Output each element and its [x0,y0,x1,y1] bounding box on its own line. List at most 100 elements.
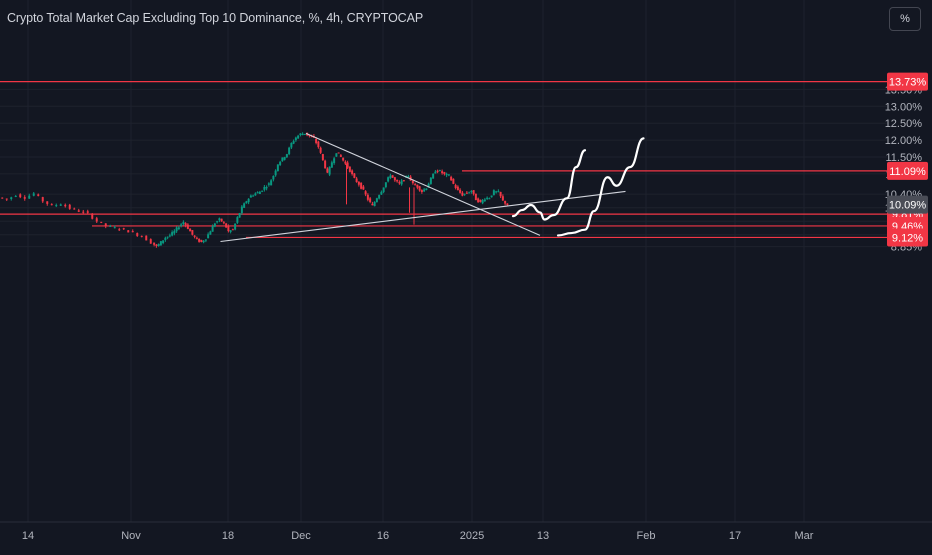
candle-body [220,218,223,222]
candle-body [441,171,444,174]
candle-body [207,234,210,239]
candle-body [326,168,329,173]
candle-body [389,175,392,179]
candle-body [37,194,40,196]
candle-body [162,240,165,244]
candle-body [472,190,475,194]
candle-body [254,193,257,196]
candle-body [425,188,428,191]
candle-body [443,172,446,175]
candle-body [41,197,44,202]
candle-body [495,191,498,193]
candle-body [159,241,162,246]
candle-body [373,201,376,207]
candle-body [490,195,493,198]
candle-body [411,180,414,184]
candle-body [362,186,365,190]
candle-body [50,204,53,206]
candle-body [283,157,286,160]
candle-body [64,204,67,207]
level-badge [887,161,928,180]
candle-body [91,213,94,219]
trendline [305,132,541,236]
candle-body [55,205,58,207]
candle-body [504,200,507,204]
candle-body [222,222,225,224]
candle-body [175,227,178,232]
candle-body [456,186,459,191]
y-tick-label: 12.00% [885,135,923,147]
candle-body [339,155,342,157]
candle-body [153,242,156,245]
trendline [220,190,626,243]
candle-body [10,197,13,200]
candle-body [369,198,372,202]
trendlines [220,132,626,243]
candle-body [100,221,103,223]
candles [1,132,509,248]
x-tick-label: 2025 [460,530,484,542]
candle-body [77,210,80,212]
x-tick-label: 18 [222,530,234,542]
x-tick-label: Dec [291,530,311,542]
candle-body [348,166,351,172]
candle-body [436,170,439,172]
candle-body [180,224,183,226]
candle-body [470,191,473,193]
projection-path [511,149,587,221]
candle-body [218,218,221,221]
candle-body [486,197,489,199]
candle-body [200,239,203,242]
candle-body [95,218,98,222]
candle-body [418,186,421,191]
candle-body [272,175,275,180]
candle-body [387,177,390,182]
candle-body [468,192,471,194]
percent-scale-button[interactable]: % [889,7,921,31]
candle-body [420,190,423,192]
candle-body [267,183,270,185]
candle-body [303,133,306,135]
candle-body [216,221,219,223]
candle-body [344,161,347,164]
candle-body [477,198,480,203]
candle-body [149,239,152,244]
candle-body [204,239,207,241]
candle-body [398,182,401,184]
y-tick-label: 13.00% [885,101,923,113]
candle-body [189,228,192,232]
candle-body [366,194,369,200]
x-tick-label: Nov [121,530,141,542]
candle-body [245,201,248,204]
candle-body [447,174,450,176]
candle-body [213,223,216,227]
candle-body [145,235,148,241]
candle-body [136,233,139,236]
candle-body [414,184,417,186]
x-tick-label: 16 [377,530,389,542]
grid-lines [0,0,887,522]
candle-body [463,193,466,195]
candle-body [276,164,279,171]
candle-body [113,227,116,229]
candle-body [371,203,374,206]
level-badge-label: 11.09% [889,166,926,178]
candle-body [1,197,4,199]
candle-body [73,208,76,210]
projection-paths [511,137,645,237]
candle-body [351,170,354,175]
time-axis[interactable]: 14 Nov 18 Dec 16 2025 13 Feb 17 Mar [0,521,932,542]
candle-body [229,230,232,232]
candle-body [321,154,324,161]
candle-body [465,192,468,194]
candle-body [360,182,363,189]
level-badge-label: 13.73% [889,77,927,89]
candle-body [193,235,196,237]
candle-body [19,194,22,198]
chart-title: Crypto Total Market Cap Excluding Top 10… [7,11,424,25]
x-tick-label: 13 [537,530,549,542]
candle-body [299,133,302,135]
candle-body [82,211,85,213]
